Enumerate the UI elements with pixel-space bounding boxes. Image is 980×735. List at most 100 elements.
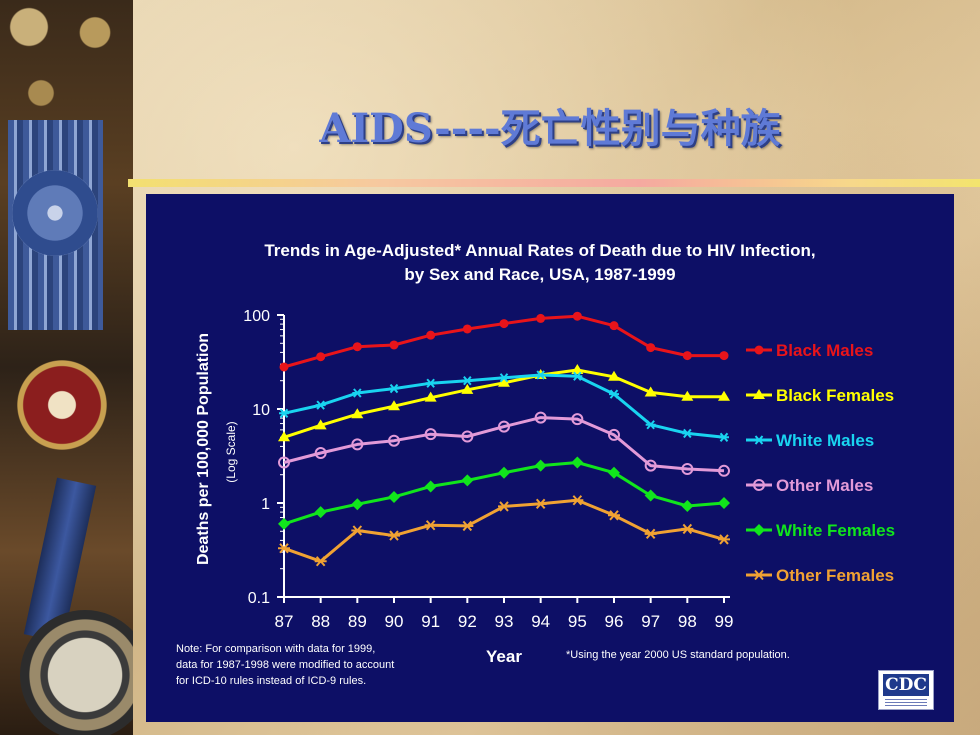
marker-shape xyxy=(753,479,765,491)
data-point xyxy=(609,321,619,331)
chart-title-line-2: by Sex and Race, USA, 1987-1999 xyxy=(404,265,675,284)
marker-shape xyxy=(461,430,474,443)
data-point xyxy=(351,498,364,511)
marker-shape xyxy=(424,480,437,493)
marker-shape xyxy=(278,456,290,469)
marker-shape xyxy=(682,428,693,439)
y-tick-label: 100 xyxy=(243,308,270,325)
data-point xyxy=(278,431,290,442)
marker-shape xyxy=(278,517,290,530)
rosette-decoration xyxy=(12,170,98,256)
chart-axes: 100 10 1 0.1 87 88 89 90 91 92 93 94 95 96 97 98 99 xyxy=(243,308,733,631)
marker-shape xyxy=(719,432,729,442)
data-point xyxy=(571,495,584,506)
marker-shape xyxy=(351,438,364,451)
marker-shape xyxy=(753,569,765,581)
marker-shape xyxy=(572,311,582,321)
data-point xyxy=(498,466,510,479)
hiv-death-rate-chart: Trends in Age-Adjusted* Annual Rates of … xyxy=(176,241,895,687)
x-tick-label: 89 xyxy=(348,612,367,631)
marker-shape xyxy=(388,490,400,503)
marker-shape xyxy=(535,370,546,380)
marker-shape xyxy=(278,543,290,554)
data-point xyxy=(572,371,583,381)
data-point xyxy=(314,556,327,567)
data-point xyxy=(498,420,510,433)
legend-marker xyxy=(753,524,765,536)
cdc-logo-text: CDC xyxy=(883,674,929,696)
data-point xyxy=(278,543,290,554)
data-point xyxy=(461,383,474,394)
data-point xyxy=(352,388,363,398)
marker-shape xyxy=(718,497,730,509)
data-point xyxy=(718,390,730,401)
legend-label: Black Females xyxy=(776,386,894,405)
data-point xyxy=(681,390,694,401)
marker-shape xyxy=(389,340,399,350)
series-white-females xyxy=(278,456,730,530)
marker-shape xyxy=(279,362,289,372)
marker-shape xyxy=(646,343,656,353)
marker-shape xyxy=(608,370,620,381)
marker-shape xyxy=(388,400,400,411)
x-tick-label: 87 xyxy=(275,612,294,631)
marker-shape xyxy=(278,431,290,442)
data-point xyxy=(389,340,399,350)
compass-decoration xyxy=(20,610,133,735)
marker-shape xyxy=(644,528,657,539)
marker-shape xyxy=(681,462,694,475)
marker-shape xyxy=(534,498,547,509)
marker-shape xyxy=(645,420,656,430)
data-point xyxy=(424,391,437,402)
data-point xyxy=(314,419,327,430)
data-point xyxy=(535,370,546,380)
marker-shape xyxy=(681,390,694,401)
legend-label: White Males xyxy=(776,431,874,450)
data-point xyxy=(278,517,290,530)
data-point xyxy=(609,389,619,399)
data-point xyxy=(608,370,620,381)
series-line xyxy=(283,416,725,473)
data-point xyxy=(499,373,509,383)
x-tick-label: 91 xyxy=(421,612,440,631)
marker-shape xyxy=(461,520,474,532)
marker-shape xyxy=(681,499,694,512)
y-tick-label: 1 xyxy=(261,496,270,513)
marker-shape xyxy=(719,351,729,361)
series-other-males xyxy=(278,411,730,477)
x-tick-label: 96 xyxy=(605,612,624,631)
marker-shape xyxy=(316,352,326,362)
legend-marker xyxy=(753,569,765,581)
marker-shape xyxy=(314,506,327,519)
data-point xyxy=(461,430,474,443)
data-point xyxy=(646,343,656,353)
marker-shape xyxy=(314,447,327,460)
cdc-logo-subtext-lines xyxy=(885,699,927,706)
data-point xyxy=(572,311,582,321)
marker-shape xyxy=(352,342,362,352)
data-point xyxy=(681,499,694,512)
data-point xyxy=(461,520,474,532)
legend-item: Black Males xyxy=(746,341,873,360)
marker-shape xyxy=(314,419,327,430)
marker-shape xyxy=(572,371,583,381)
cdc-logo: CDC xyxy=(878,670,934,710)
x-tick-label: 90 xyxy=(385,612,404,631)
brass-buttons-decoration xyxy=(5,5,125,115)
data-point xyxy=(498,376,510,387)
data-point xyxy=(681,462,694,475)
footnote: *Using the year 2000 US standard populat… xyxy=(566,649,790,661)
x-tick-label: 99 xyxy=(715,612,734,631)
title-divider xyxy=(128,179,980,187)
marker-shape xyxy=(351,498,364,511)
data-point xyxy=(644,386,657,397)
marker-shape xyxy=(609,389,619,399)
marker-shape xyxy=(571,495,584,506)
data-point xyxy=(718,534,730,545)
marker-shape xyxy=(498,466,510,479)
marker-shape xyxy=(499,319,509,329)
data-point xyxy=(388,530,400,541)
x-tick-label: 92 xyxy=(458,612,477,631)
series-black-males xyxy=(279,311,729,372)
data-point xyxy=(682,428,693,439)
